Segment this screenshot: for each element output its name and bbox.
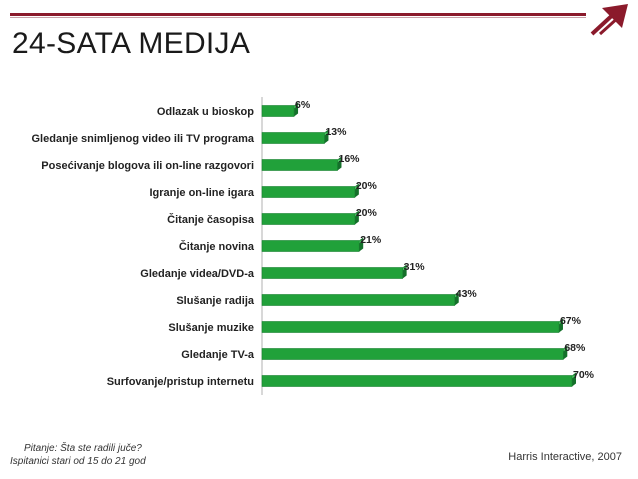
footnote-respondents: Ispitanici stari od 15 do 21 god xyxy=(10,456,146,467)
category-label: Čitanje časopisa xyxy=(167,213,255,226)
category-label: Odlazak u bioskop xyxy=(157,106,254,118)
category-label: Slušanje muzike xyxy=(168,322,254,334)
bar xyxy=(261,321,560,333)
value-label: 70% xyxy=(573,369,595,381)
value-label: 21% xyxy=(360,234,382,246)
category-label: Čitanje novina xyxy=(179,240,255,253)
category-label: Gledanje snimljenog video ili TV program… xyxy=(32,133,255,145)
bar xyxy=(261,213,356,225)
category-label: Igranje on-line igara xyxy=(149,187,254,199)
value-label: 20% xyxy=(356,180,378,192)
bar xyxy=(261,186,356,198)
bar xyxy=(261,132,325,144)
bar xyxy=(261,294,456,306)
bar xyxy=(261,105,295,117)
value-label: 13% xyxy=(325,126,347,138)
bar xyxy=(261,348,564,360)
header-rule xyxy=(10,13,586,16)
value-label: 67% xyxy=(560,315,582,327)
value-label: 68% xyxy=(564,342,586,354)
page-title: 24-SATA MEDIJA xyxy=(12,27,251,60)
value-label: 43% xyxy=(456,288,478,300)
value-label: 6% xyxy=(295,99,311,111)
footnote: Pitanje: Šta ste radili juče? Ispitanici… xyxy=(10,442,146,468)
value-label: 20% xyxy=(356,207,378,219)
value-label: 31% xyxy=(404,261,426,273)
category-label: Slušanje radija xyxy=(176,295,255,307)
bar xyxy=(261,375,573,387)
bar xyxy=(261,240,360,252)
category-label: Surfovanje/pristup internetu xyxy=(107,376,254,388)
source-credit: Harris Interactive, 2007 xyxy=(508,451,622,463)
bar xyxy=(261,267,403,279)
category-label: Gledanje videa/DVD-a xyxy=(140,268,255,280)
footnote-question: Pitanje: Šta ste radili juče? xyxy=(24,443,142,454)
value-label: 16% xyxy=(338,153,360,165)
bar xyxy=(261,159,338,171)
arrow-logo-icon xyxy=(590,4,628,36)
category-label: Gledanje TV-a xyxy=(181,349,255,361)
header-rule-thin xyxy=(10,17,586,18)
category-label: Posećivanje blogova ili on-line razgovor… xyxy=(41,160,254,172)
